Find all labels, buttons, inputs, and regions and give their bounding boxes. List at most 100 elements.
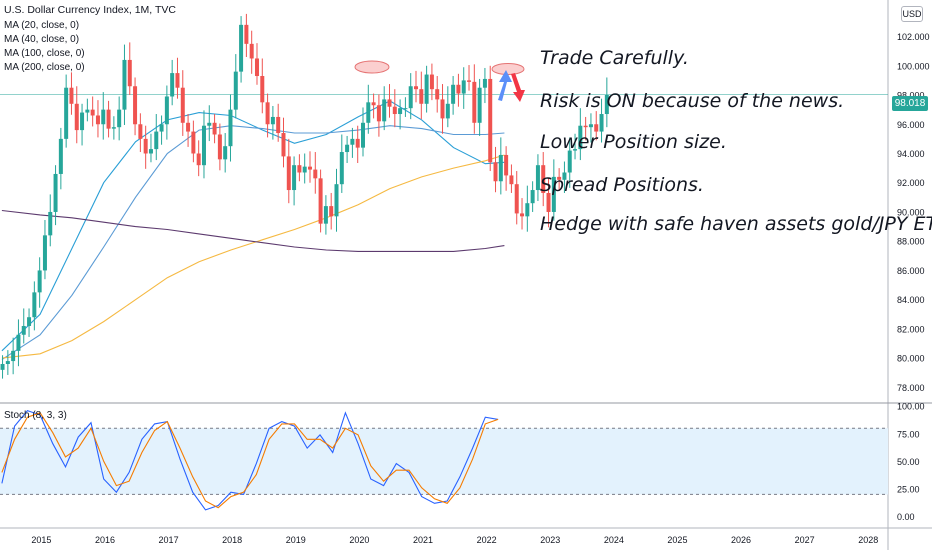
candle-body <box>180 87 185 123</box>
ma20-legend: MA (20, close, 0) <box>4 20 80 31</box>
candle-body <box>514 184 519 214</box>
candle-body <box>5 361 10 364</box>
candle-body <box>297 165 302 173</box>
candle-body <box>122 59 127 110</box>
ma100-legend: MA (100, close, 0) <box>4 48 85 59</box>
candle-body <box>170 73 175 97</box>
candle-body <box>546 192 551 212</box>
candle-body <box>196 153 201 166</box>
candle-body <box>207 122 212 126</box>
candle-body <box>583 125 588 128</box>
x-tick-label: 2022 <box>477 535 497 545</box>
candle-body <box>154 131 159 150</box>
candle-body <box>488 78 493 163</box>
stoch-y-tick-label: 50.00 <box>897 457 920 467</box>
candle-body <box>244 24 249 44</box>
stoch-line-1 <box>1 409 499 511</box>
ma-line-3 <box>1 154 505 359</box>
candle-body <box>594 124 599 132</box>
candle-body <box>461 80 466 94</box>
candle-body <box>599 114 604 132</box>
x-tick-label: 2016 <box>95 535 115 545</box>
x-tick-label: 2019 <box>286 535 306 545</box>
candle-body <box>138 124 143 139</box>
candle-body <box>398 108 403 115</box>
y-tick-label: 96.000 <box>897 120 925 130</box>
candle-body <box>578 125 583 150</box>
y-tick-label: 86.000 <box>897 266 925 276</box>
candle-body <box>414 86 419 90</box>
candle-body <box>58 138 63 174</box>
candle-body <box>37 270 42 293</box>
currency-button[interactable]: USD <box>901 6 923 22</box>
chart-title: U.S. Dollar Currency Index, 1M, TVC <box>4 4 176 16</box>
candle-body <box>0 363 5 370</box>
stoch-line-2 <box>1 412 499 509</box>
ma-line-2 <box>1 125 505 361</box>
candle-body <box>387 99 392 107</box>
y-tick-label: 100.000 <box>897 61 930 71</box>
candle-body <box>223 146 228 160</box>
candle-body <box>355 138 360 148</box>
ma-line-1 <box>1 100 505 352</box>
candle-body <box>557 176 562 180</box>
candle-body <box>11 350 16 362</box>
ma-line-4 <box>1 209 505 252</box>
candle-body <box>366 102 371 123</box>
candle-body <box>127 59 132 87</box>
x-tick-label: 2027 <box>795 535 815 545</box>
candle-body <box>339 152 344 185</box>
candle-body <box>525 203 530 217</box>
x-tick-label: 2025 <box>667 535 687 545</box>
candle-body <box>520 213 525 217</box>
x-tick-label: 2021 <box>413 535 433 545</box>
candle-body <box>498 154 503 182</box>
y-tick-label: 78.000 <box>897 383 925 393</box>
candle-body <box>186 122 191 132</box>
highlight-ellipse-2022 <box>491 63 525 75</box>
candle-body <box>201 125 206 166</box>
x-tick-label: 2028 <box>858 535 878 545</box>
candle-body <box>604 95 609 115</box>
candle-body <box>482 78 487 88</box>
candle-body <box>42 235 47 271</box>
candle-body <box>361 122 366 148</box>
candle-body <box>371 102 376 106</box>
arrow-down <box>511 73 525 102</box>
x-tick-label: 2023 <box>540 535 560 545</box>
highlight-ellipse-2020 <box>354 60 390 74</box>
candle-body <box>504 154 509 176</box>
candle-body <box>345 144 350 153</box>
candle-body <box>551 176 556 212</box>
ma200-legend: MA (200, close, 0) <box>4 62 85 73</box>
x-tick-label: 2017 <box>159 535 179 545</box>
y-tick-label: 98.000 <box>897 91 925 101</box>
candle-body <box>392 106 397 115</box>
candle-body <box>111 127 116 129</box>
stoch-y-tick-label: 75.00 <box>897 429 920 439</box>
note-spread-positions: Spread Positions. <box>540 174 704 196</box>
candle-body <box>53 173 58 212</box>
candle-body <box>313 169 318 179</box>
note-position-size: Lower Position size. <box>540 131 727 153</box>
candle-body <box>164 96 169 125</box>
candle-body <box>175 73 180 88</box>
y-tick-label: 92.000 <box>897 178 925 188</box>
candle-body <box>106 109 111 129</box>
candle-body <box>535 165 540 191</box>
candle-body <box>493 162 498 182</box>
y-tick-label: 88.000 <box>897 237 925 247</box>
y-tick-label: 84.000 <box>897 295 925 305</box>
x-tick-label: 2020 <box>349 535 369 545</box>
stoch-y-tick-label: 0.00 <box>897 512 915 522</box>
candle-body <box>265 102 270 125</box>
note-risk-on: Risk is ON because of the news. <box>540 90 845 112</box>
candle-body <box>573 149 578 151</box>
candle-body <box>435 89 440 100</box>
candle-body <box>80 112 85 131</box>
candle-body <box>16 334 21 351</box>
candle-body <box>562 172 567 180</box>
candle-body <box>249 43 254 59</box>
y-tick-label: 80.000 <box>897 354 925 364</box>
